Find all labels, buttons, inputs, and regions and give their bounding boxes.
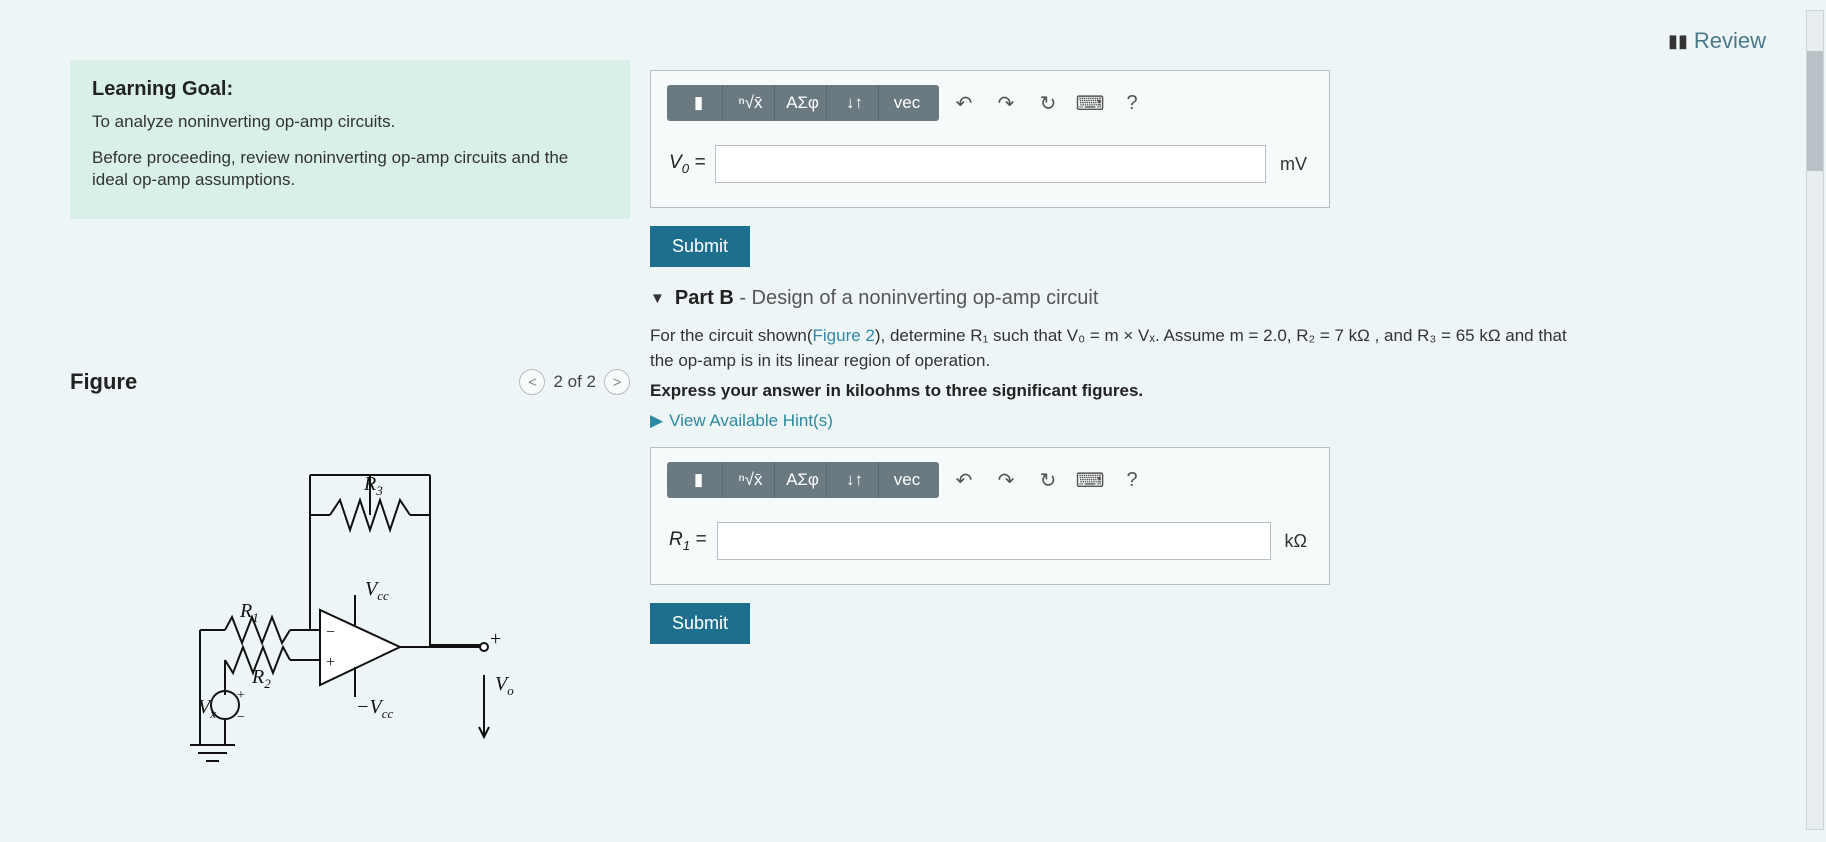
templates-button[interactable]: ▮ bbox=[675, 85, 723, 121]
greek-button[interactable]: ΑΣφ bbox=[779, 85, 827, 121]
figure-nav: < 2 of 2 > bbox=[519, 369, 630, 395]
part-a-answer-input[interactable] bbox=[715, 145, 1266, 183]
figure-2-link[interactable]: Figure 2 bbox=[813, 326, 875, 345]
review-label: Review bbox=[1694, 28, 1766, 54]
keyboard-button[interactable]: ⌨ bbox=[1073, 86, 1107, 120]
part-a-toolbar: ▮ ⁿ√x̄ ΑΣφ ↓↑ vec ↶ ↷ ↻ ⌨ ? bbox=[651, 71, 1329, 131]
vertical-scrollbar[interactable] bbox=[1806, 10, 1824, 830]
keyboard-button[interactable]: ⌨ bbox=[1073, 463, 1107, 497]
learning-goal-title: Learning Goal: bbox=[92, 78, 608, 101]
part-b-title-prefix: Part B bbox=[675, 287, 734, 309]
svg-text:−: − bbox=[326, 624, 335, 641]
book-icon: ▮▮ bbox=[1668, 31, 1688, 52]
part-b-unit: kΩ bbox=[1281, 531, 1311, 552]
learning-goal-line2: Before proceeding, review noninverting o… bbox=[92, 147, 608, 191]
part-a-answer-box: ▮ ⁿ√x̄ ΑΣφ ↓↑ vec ↶ ↷ ↻ ⌨ ? V0 = mV bbox=[650, 70, 1330, 208]
redo-button[interactable]: ↷ bbox=[989, 463, 1023, 497]
view-hints-button[interactable]: ▶ View Available Hint(s) bbox=[650, 411, 1570, 431]
part-b-problem-text: For the circuit shown(Figure 2), determi… bbox=[650, 324, 1570, 373]
sqrt-button[interactable]: ⁿ√x̄ bbox=[727, 85, 775, 121]
sqrt-button[interactable]: ⁿ√x̄ bbox=[727, 462, 775, 498]
reset-button[interactable]: ↻ bbox=[1031, 463, 1065, 497]
collapse-icon: ▼ bbox=[650, 290, 665, 307]
svg-text:−: − bbox=[237, 710, 245, 725]
svg-text:R1: R1 bbox=[239, 600, 259, 625]
svg-text:R3: R3 bbox=[363, 473, 383, 498]
part-a-unit: mV bbox=[1276, 154, 1311, 175]
part-b-instruction: Express your answer in kiloohms to three… bbox=[650, 381, 1570, 401]
svg-text:+: + bbox=[326, 654, 335, 671]
figure-header: Figure < 2 of 2 > bbox=[70, 369, 630, 395]
svg-text:R2: R2 bbox=[251, 666, 271, 691]
part-b-answer-label: R1 = bbox=[669, 529, 707, 553]
part-b-toolbar: ▮ ⁿ√x̄ ΑΣφ ↓↑ vec ↶ ↷ ↻ ⌨ ? bbox=[651, 448, 1329, 508]
redo-button[interactable]: ↷ bbox=[989, 86, 1023, 120]
part-b-answer-box: ▮ ⁿ√x̄ ΑΣφ ↓↑ vec ↶ ↷ ↻ ⌨ ? R1 = kΩ bbox=[650, 447, 1330, 585]
circuit-diagram: R3 R1 R2 Vcc −Vcc Vx Vo + − + + − bbox=[70, 435, 630, 805]
svg-text:−Vcc: −Vcc bbox=[356, 696, 393, 721]
undo-button[interactable]: ↶ bbox=[947, 86, 981, 120]
part-b-header[interactable]: ▼ Part B - Design of a noninverting op-a… bbox=[650, 287, 1570, 310]
part-b-answer-row: R1 = kΩ bbox=[651, 508, 1329, 584]
templates-button[interactable]: ▮ bbox=[675, 462, 723, 498]
help-button[interactable]: ? bbox=[1115, 86, 1149, 120]
part-a-answer-row: V0 = mV bbox=[651, 131, 1329, 207]
chevron-right-icon: ▶ bbox=[650, 411, 663, 431]
part-b-submit-button[interactable]: Submit bbox=[650, 603, 750, 644]
hints-label: View Available Hint(s) bbox=[669, 411, 833, 431]
figure-prev-button[interactable]: < bbox=[519, 369, 545, 395]
figure-title: Figure bbox=[70, 369, 137, 395]
svg-text:+: + bbox=[490, 628, 501, 650]
figure-next-button[interactable]: > bbox=[604, 369, 630, 395]
scrollbar-thumb[interactable] bbox=[1807, 51, 1823, 171]
svg-text:Vo: Vo bbox=[495, 673, 514, 698]
undo-button[interactable]: ↶ bbox=[947, 463, 981, 497]
vec-button[interactable]: vec bbox=[883, 85, 931, 121]
learning-goal-line1: To analyze noninverting op-amp circuits. bbox=[92, 111, 608, 133]
reset-button[interactable]: ↻ bbox=[1031, 86, 1065, 120]
vec-button[interactable]: vec bbox=[883, 462, 931, 498]
part-a-answer-label: V0 = bbox=[669, 152, 705, 176]
subscript-button[interactable]: ↓↑ bbox=[831, 85, 879, 121]
part-a-submit-button[interactable]: Submit bbox=[650, 226, 750, 267]
learning-goal-box: Learning Goal: To analyze noninverting o… bbox=[70, 60, 630, 219]
svg-text:+: + bbox=[237, 688, 245, 703]
toolbar-formula-group-a: ▮ ⁿ√x̄ ΑΣφ ↓↑ vec bbox=[667, 85, 939, 121]
svg-text:Vx: Vx bbox=[198, 696, 216, 721]
part-b-title-suffix: - Design of a noninverting op-amp circui… bbox=[734, 287, 1099, 309]
figure-page-indicator: 2 of 2 bbox=[553, 372, 596, 392]
greek-button[interactable]: ΑΣφ bbox=[779, 462, 827, 498]
review-link[interactable]: ▮▮ Review bbox=[1668, 28, 1766, 54]
help-button[interactable]: ? bbox=[1115, 463, 1149, 497]
subscript-button[interactable]: ↓↑ bbox=[831, 462, 879, 498]
part-b-answer-input[interactable] bbox=[717, 522, 1271, 560]
toolbar-formula-group-b: ▮ ⁿ√x̄ ΑΣφ ↓↑ vec bbox=[667, 462, 939, 498]
svg-text:Vcc: Vcc bbox=[365, 578, 389, 603]
